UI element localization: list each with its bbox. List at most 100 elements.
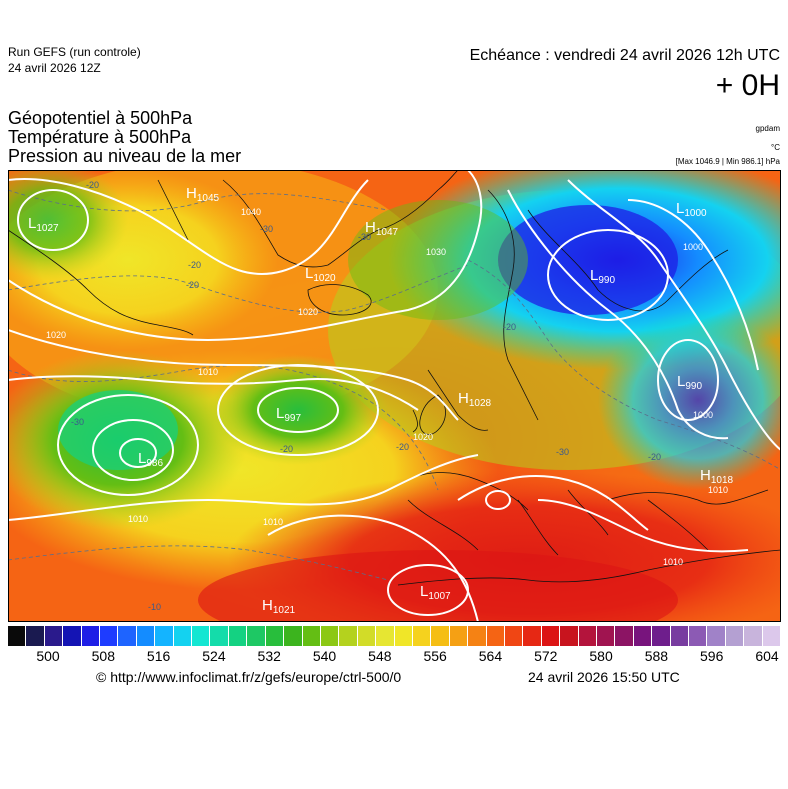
run-date: 24 avril 2026 12Z (8, 61, 101, 75)
color-scale-tick: 524 (202, 648, 226, 664)
temperature-label: -20 (86, 180, 99, 190)
color-swatch (504, 626, 524, 646)
lead-time: + 0H (715, 69, 780, 102)
color-swatch (136, 626, 156, 646)
color-swatch (376, 626, 395, 646)
isobar-label: 1010 (128, 514, 148, 524)
color-swatch (394, 626, 413, 646)
color-swatch (431, 626, 450, 646)
temperature-label: -30 (260, 224, 273, 234)
color-swatch (707, 626, 726, 646)
color-swatch (100, 626, 119, 646)
temperature-label: -20 (396, 442, 409, 452)
color-swatch (486, 626, 505, 646)
color-swatch (173, 626, 193, 646)
unit-geopotential: gpdam (755, 124, 780, 133)
color-swatch (744, 626, 763, 646)
color-scale-tick: 580 (589, 648, 613, 664)
isobar-labels: 1040 1030 1020 1020 1010 1010 1010 1020 … (46, 207, 728, 567)
unit-temperature: °C (771, 143, 780, 152)
color-swatch (615, 626, 634, 646)
color-scale-tick: 500 (36, 648, 60, 664)
temperature-label: -20 (280, 444, 293, 454)
color-swatch (284, 626, 303, 646)
isobar-label: 1020 (46, 330, 66, 340)
color-swatch (523, 626, 542, 646)
run-title: Run GEFS (run controle) (8, 45, 141, 59)
isobar-label: 1000 (693, 410, 713, 420)
color-scale-tick: 572 (534, 648, 558, 664)
pressure-centers: H1045 L1027 H1047 L1020 L990 L1000 L997 … (28, 185, 734, 616)
temperature-labels: -20 -30 -30 -20 -20 -30 -20 -20 -20 -20 … (71, 180, 661, 612)
color-swatch (689, 626, 708, 646)
pressure-center: H1018 (700, 467, 734, 486)
isobar-label: 1040 (241, 207, 261, 217)
color-swatch (449, 626, 469, 646)
color-swatch (8, 626, 27, 646)
title-pressure: Pression au niveau de la mer (8, 146, 242, 166)
isobar-label: 1000 (683, 242, 703, 252)
isobar-label: 1020 (413, 432, 433, 442)
color-swatch (81, 626, 101, 646)
pressure-center: H1045 (186, 185, 220, 204)
pressure-center: H1021 (262, 597, 296, 616)
map-border (8, 170, 781, 622)
isobar-label: 1010 (663, 557, 683, 567)
color-swatch (412, 626, 432, 646)
color-swatch (633, 626, 653, 646)
generation-date: 24 avril 2026 15:50 UTC (528, 669, 680, 685)
forecast-time: Echéance : vendredi 24 avril 2026 12h UT… (469, 47, 780, 64)
color-scale-tick: 540 (312, 648, 337, 664)
source-url[interactable]: © http://www.infoclimat.fr/z/gefs/europe… (96, 669, 402, 685)
pressure-center: L997 (276, 405, 301, 424)
color-swatch (762, 626, 782, 646)
color-swatch (725, 626, 745, 646)
temperature-label: -30 (358, 232, 371, 242)
color-swatch (357, 626, 377, 646)
isobar-label: 1010 (198, 367, 218, 377)
weather-map: H1045 L1027 H1047 L1020 L990 L1000 L997 … (8, 170, 781, 622)
pressure-center: L990 (590, 267, 615, 286)
color-swatch (118, 626, 137, 646)
color-swatch (670, 626, 690, 646)
color-scale-tick: 532 (257, 648, 281, 664)
color-scale-tick: 588 (644, 648, 669, 664)
color-swatch (302, 626, 321, 646)
temperature-label: -20 (188, 260, 201, 270)
color-swatch (247, 626, 266, 646)
color-swatch (228, 626, 248, 646)
color-swatch (63, 626, 82, 646)
color-swatch (597, 626, 616, 646)
color-swatch (560, 626, 579, 646)
temperature-label: -20 (186, 280, 199, 290)
pressure-range: [Max 1046.9 | Min 986.1] hPa (675, 157, 780, 166)
color-swatch (468, 626, 487, 646)
temperature-label: -20 (503, 322, 516, 332)
color-swatch (541, 626, 561, 646)
color-scale-tick: 564 (478, 648, 503, 664)
pressure-center: L990 (677, 373, 702, 392)
color-scale-tick: 516 (146, 648, 171, 664)
color-swatch (155, 626, 174, 646)
isobars (8, 170, 781, 622)
pressure-center: L986 (138, 450, 163, 469)
color-swatch (210, 626, 229, 646)
color-scale-tick: 548 (368, 648, 392, 664)
color-scale-tick: 508 (91, 648, 115, 664)
temperature-label: -30 (556, 447, 569, 457)
color-scale-tick: 596 (700, 648, 724, 664)
color-swatch (578, 626, 597, 646)
isobar-label: 1010 (263, 517, 283, 527)
pressure-center: H1047 (365, 219, 399, 238)
temperature-label: -20 (648, 452, 661, 462)
color-swatch (320, 626, 340, 646)
pressure-center: L1000 (676, 200, 707, 219)
title-geopotential: Géopotentiel à 500hPa (8, 108, 193, 128)
pressure-center: L1020 (305, 265, 336, 284)
pressure-center: H1028 (458, 390, 492, 409)
isobar-label: 1010 (708, 485, 728, 495)
coastlines (8, 170, 781, 586)
color-swatch (26, 626, 45, 646)
isobar-label: 1030 (426, 247, 446, 257)
color-swatch (192, 626, 211, 646)
